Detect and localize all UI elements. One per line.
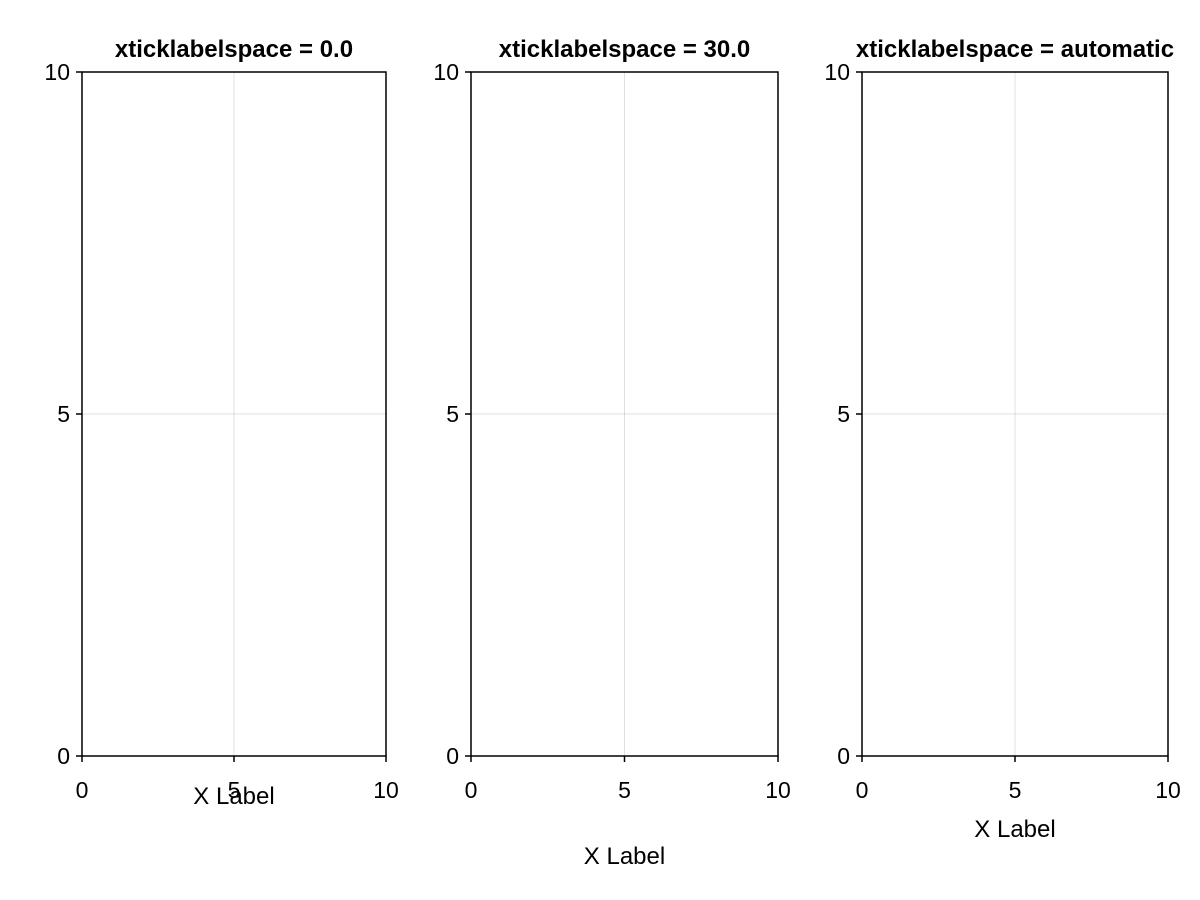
y-tick-label: 10 bbox=[433, 59, 459, 85]
y-tick-label: 0 bbox=[446, 743, 459, 769]
y-tick-label: 5 bbox=[446, 401, 459, 427]
y-tick-label: 0 bbox=[57, 743, 70, 769]
x-axis-label: X Label bbox=[193, 783, 274, 810]
y-tick-label: 0 bbox=[837, 743, 850, 769]
y-tick-label: 10 bbox=[824, 59, 850, 85]
panel-title: xticklabelspace = 0.0 bbox=[115, 36, 353, 63]
x-tick-label: 10 bbox=[1155, 777, 1181, 803]
y-tick-label: 10 bbox=[44, 59, 70, 85]
panel-title: xticklabelspace = automatic bbox=[856, 36, 1174, 63]
x-tick-label: 0 bbox=[465, 777, 478, 803]
x-tick-label: 10 bbox=[373, 777, 399, 803]
axis-panel-2: 0 5 10 0 5 10 xticklabelspace = 30.0 X Label bbox=[433, 36, 790, 870]
panel-title: xticklabelspace = 30.0 bbox=[499, 36, 751, 63]
x-tick-label: 5 bbox=[1009, 777, 1022, 803]
x-tick-label: 5 bbox=[228, 777, 241, 803]
x-axis-label: X Label bbox=[974, 816, 1055, 843]
y-tick-label: 5 bbox=[57, 401, 70, 427]
y-tick-label: 5 bbox=[837, 401, 850, 427]
x-tick-label: 0 bbox=[76, 777, 89, 803]
axis-panel-1: 0 5 10 0 5 10 xticklabelspace = 0.0 X Label bbox=[44, 36, 398, 810]
x-tick-label: 0 bbox=[856, 777, 869, 803]
x-tick-label: 5 bbox=[618, 777, 631, 803]
x-tick-label: 10 bbox=[765, 777, 791, 803]
x-axis-label: X Label bbox=[584, 843, 665, 870]
